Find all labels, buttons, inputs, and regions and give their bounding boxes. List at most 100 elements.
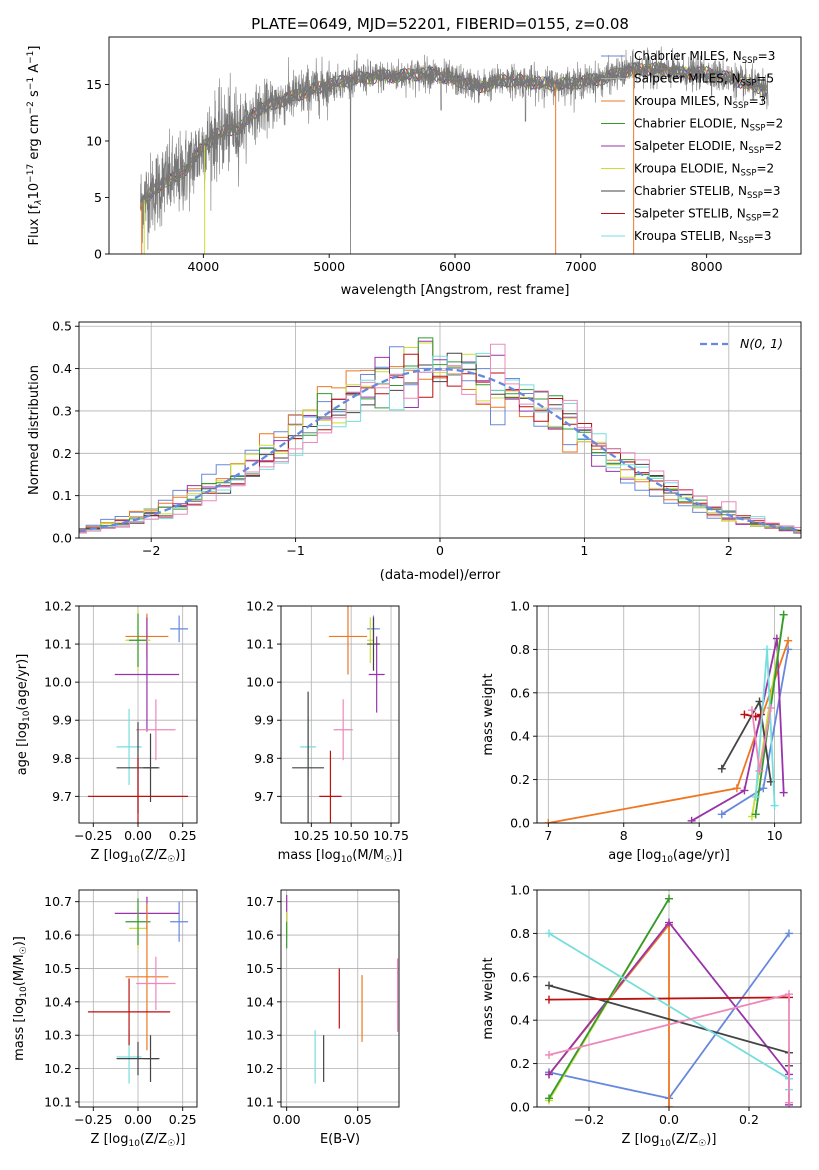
y-tick-label: 10.7 xyxy=(44,894,72,909)
y-tick-label: 0.5 xyxy=(52,319,72,334)
legend-label: Kroupa STELIB, NSSP=3 xyxy=(634,229,772,246)
x-tick-label: 0.00 xyxy=(124,828,152,843)
y-axis-label: mass weight xyxy=(481,673,496,755)
plus-marker xyxy=(785,990,793,999)
y-tick-label: 0.6 xyxy=(510,969,530,984)
plus-marker xyxy=(545,1070,553,1079)
error-bars xyxy=(292,606,385,823)
y-tick-label: 10.1 xyxy=(44,637,72,652)
x-tick-label: 5000 xyxy=(313,259,345,274)
y-tick-label: 0.1 xyxy=(52,488,72,503)
errorbar-point xyxy=(328,606,368,675)
errorbar-point xyxy=(367,617,380,671)
x-tick-label: 4000 xyxy=(187,259,219,274)
y-tick-label: 10.4 xyxy=(246,994,274,1009)
plus-marker xyxy=(770,801,779,810)
error-bars xyxy=(87,609,189,823)
x-tick-label: 0.05 xyxy=(344,1112,372,1127)
y-tick-label: 0.4 xyxy=(52,361,72,376)
plus-marker xyxy=(665,918,673,927)
errorbar-point xyxy=(292,691,325,823)
x-tick-label: 9 xyxy=(695,828,703,843)
age-vs-mass-panel: 10.25 10.50 10.75 9.7 9.8 9.9 10.0 10.1 10.2 mass… xyxy=(246,599,409,866)
observed-spectrum xyxy=(140,46,769,254)
plus-marker xyxy=(785,929,793,938)
errorbar-point xyxy=(333,699,353,761)
y-tick-label: 10.7 xyxy=(246,894,274,909)
y-tick-label: 0.4 xyxy=(510,729,530,744)
plus-marker xyxy=(717,764,726,773)
x-tick-label: −2 xyxy=(142,543,160,558)
y-tick-label: 10.5 xyxy=(246,961,274,976)
y-tick-label: 10.1 xyxy=(246,637,274,652)
residuals-panel: −2 −1 0 1 2 0.0 0.1 0.2 0.3 0.4 0.5 (data-model)/er… xyxy=(27,319,802,583)
plus-marker xyxy=(785,1098,793,1107)
y-tick-label: 0.2 xyxy=(510,1056,530,1071)
y-tick-label: 10.1 xyxy=(44,1094,72,1109)
histograms xyxy=(79,337,801,534)
x-tick-label: 0.2 xyxy=(739,1112,759,1127)
errorbar-point xyxy=(170,901,189,942)
errorbar-point xyxy=(129,613,147,667)
plus-marker xyxy=(779,788,788,797)
y-tick-label: 0.0 xyxy=(510,1100,530,1115)
x-tick-label: 7 xyxy=(544,828,552,843)
x-tick-label: 8 xyxy=(620,828,628,843)
plus-marker xyxy=(763,645,772,654)
axes-frame xyxy=(536,605,802,824)
weight-vs-age-panel: 7 8 9 10 0.0 0.2 0.4 0.6 0.8 1.0 age [log10(age/yr… xyxy=(481,599,802,865)
x-tick-label: −0.2 xyxy=(574,1112,604,1127)
legend-label: Kroupa ELODIE, NSSP=2 xyxy=(634,162,774,179)
y-tick-label: 1.0 xyxy=(510,883,530,898)
x-tick-label: 1 xyxy=(580,543,588,558)
errorbar-point xyxy=(170,615,189,643)
plus-marker xyxy=(545,1094,553,1103)
errorbar-point xyxy=(87,978,171,1046)
y-tick-label: 10.5 xyxy=(44,961,72,976)
y-tick-label: 10.0 xyxy=(44,675,72,690)
residual-histogram xyxy=(79,366,801,533)
age-vs-Z-panel: −0.25 0.00 0.25 9.7 9.8 9.9 10.0 10.1 10.2 Z [log… xyxy=(15,599,198,865)
errorbar-point xyxy=(367,617,374,664)
plus-marker xyxy=(766,703,775,712)
y-axis-label: Normed distribution xyxy=(27,365,42,495)
plus-marker xyxy=(732,784,741,793)
x-tick-label: 0.25 xyxy=(169,828,197,843)
y-tick-label: 10.6 xyxy=(246,928,274,943)
spectrum-legend: Chabrier MILES, NSSP=3 Salpeter MILES, NS… xyxy=(601,49,783,246)
y-tick-label: 10.0 xyxy=(246,675,274,690)
residual-histogram xyxy=(79,342,801,533)
spectrum-lines xyxy=(140,46,769,254)
y-tick-label: 10.1 xyxy=(246,1094,274,1109)
errorbar-point xyxy=(319,750,342,823)
plus-marker xyxy=(687,816,696,823)
errorbar-point xyxy=(136,956,176,1011)
plus-marker xyxy=(544,819,553,823)
y-tick-label: 0.2 xyxy=(52,446,72,461)
weight-vs-Z-panel: −0.2 0.0 0.2 0.0 0.2 0.4 0.6 0.8 1.0 Z [log10(Z/Z… xyxy=(481,883,802,1149)
y-tick-label: 0.2 xyxy=(510,772,530,787)
y-tick-label: 10.3 xyxy=(246,1028,274,1043)
x-axis-label: (data-model)/error xyxy=(380,568,501,583)
legend-label: Chabrier MILES, NSSP=3 xyxy=(634,49,775,66)
x-tick-label: −0.25 xyxy=(74,828,112,843)
plus-marker xyxy=(779,610,788,619)
y-tick-label: 9.7 xyxy=(52,789,72,804)
x-tick-label: 0.25 xyxy=(169,1112,197,1127)
x-axis-label: wavelength [Angstrom, rest frame] xyxy=(341,283,570,298)
y-tick-label: 10.2 xyxy=(44,599,72,614)
x-axis-label: mass [log10(M/M☉)] xyxy=(278,848,403,865)
errorbar-point xyxy=(143,733,158,803)
y-tick-label: 10.2 xyxy=(246,599,274,614)
y-tick-label: 9.9 xyxy=(52,713,72,728)
legend-label: N(0, 1) xyxy=(740,336,783,351)
normal-curve xyxy=(79,367,799,532)
legend-label: Salpeter ELODIE, NSSP=2 xyxy=(634,139,782,156)
plus-marker xyxy=(740,786,749,795)
y-tick-label: 0.4 xyxy=(510,1013,530,1028)
legend-label: Chabrier STELIB, NSSP=3 xyxy=(634,184,781,201)
x-tick-label: 2 xyxy=(725,543,733,558)
plus-marker xyxy=(747,706,756,715)
y-tick-label: 0.8 xyxy=(510,642,530,657)
